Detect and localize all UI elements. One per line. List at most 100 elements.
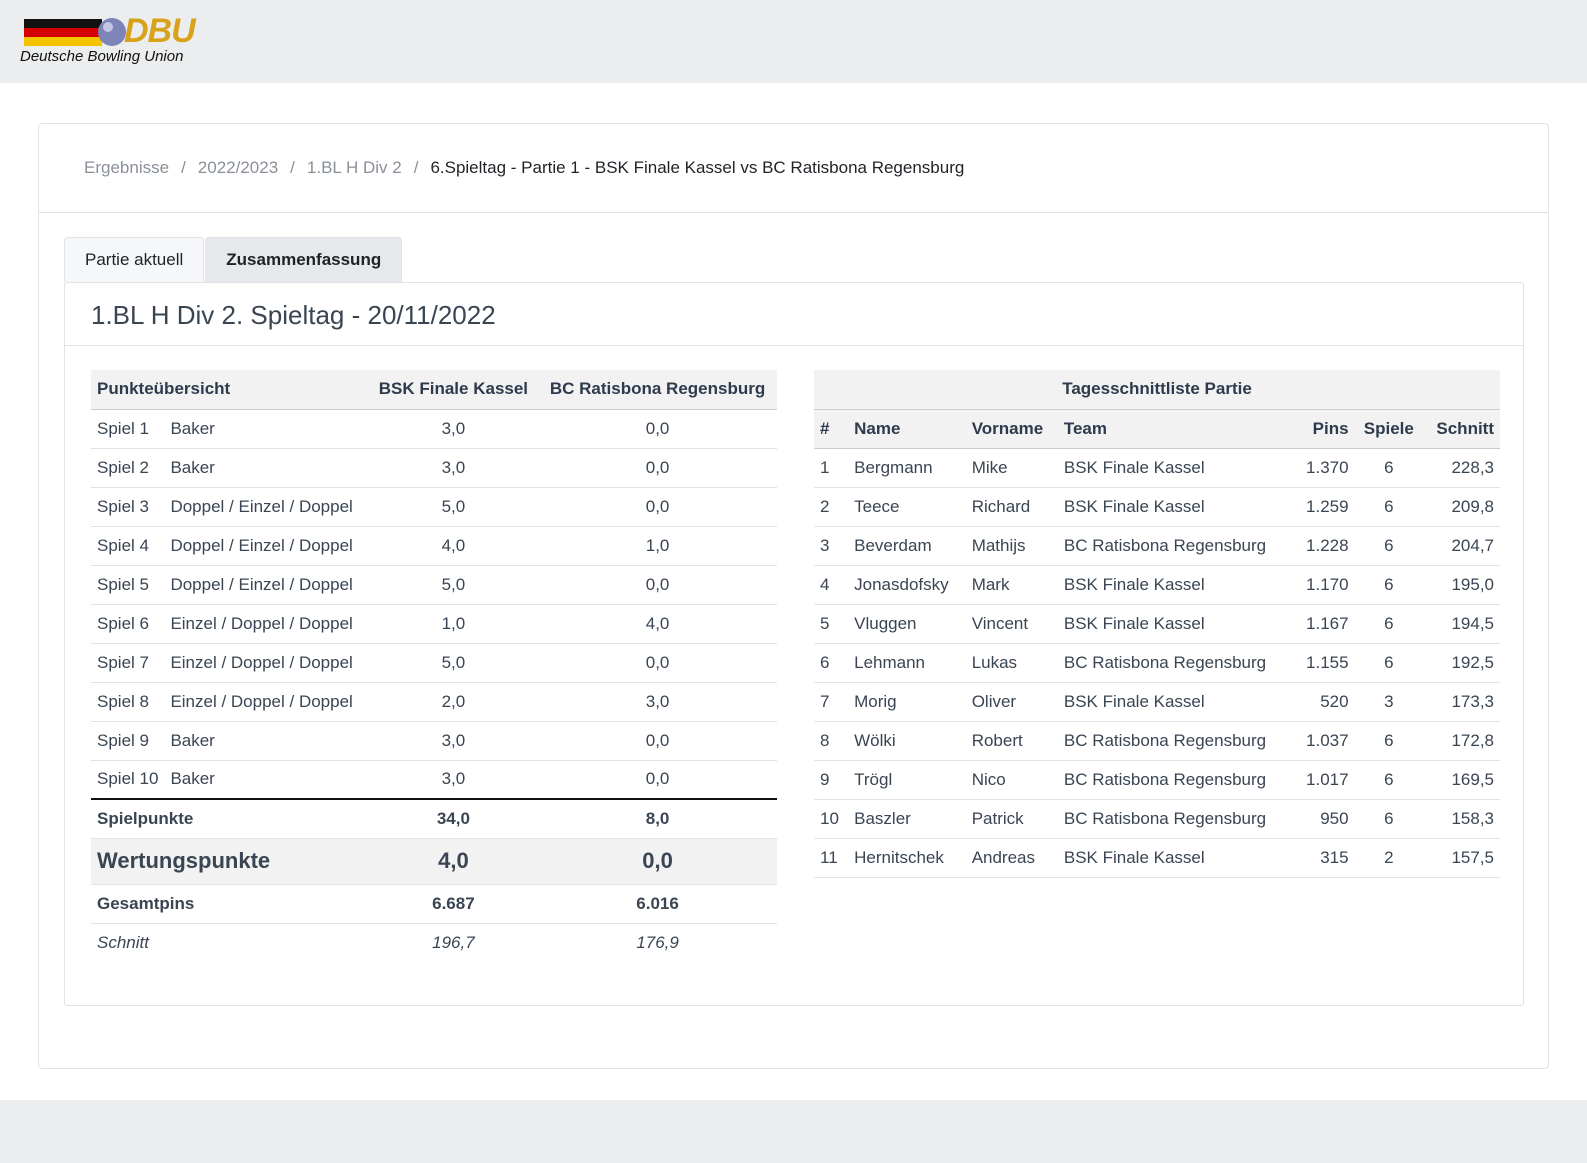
- player-row: 1 Bergmann Mike BSK Finale Kassel 1.370 6 228,…: [814, 448, 1500, 488]
- tab[interactable]: Partie aktuell: [64, 237, 205, 282]
- cell: 3,0: [538, 682, 777, 722]
- breadcrumb-item[interactable]: 2022/2023: [197, 158, 279, 177]
- cell: 5,0: [368, 643, 539, 683]
- cell: 3,0: [368, 760, 539, 800]
- logo-subtitle: Deutsche Bowling Union: [20, 48, 184, 65]
- column-header: BC Ratisbona Regensburg: [538, 370, 777, 410]
- column-header: Team: [1057, 409, 1295, 449]
- cell: 6: [1354, 526, 1424, 566]
- column-header: Schnitt: [1423, 409, 1500, 449]
- cell: 2: [1354, 838, 1424, 878]
- breadcrumb-item[interactable]: 1.BL H Div 2: [306, 158, 402, 177]
- cell: Baker: [164, 721, 369, 761]
- cell: Spiel 3: [91, 487, 165, 527]
- cell: 6: [1354, 721, 1424, 761]
- table-title: Tagesschnittliste Partie: [814, 370, 1500, 410]
- player-row: 11 Hernitschek Andreas BSK Finale Kassel 315…: [814, 838, 1500, 878]
- logo[interactable]: DBU Deutsche Bowling Union: [20, 12, 220, 70]
- cell: Schnitt: [97, 932, 149, 952]
- cell: 6: [1354, 604, 1424, 644]
- cell: Patrick: [965, 799, 1058, 839]
- cell: 7: [814, 682, 849, 722]
- cell: 6.687: [368, 884, 539, 924]
- cell: BC Ratisbona Regensburg: [1057, 526, 1295, 566]
- cell: 3,0: [368, 721, 539, 761]
- cell: 1.017: [1294, 760, 1355, 800]
- game-row: Spiel 5 Doppel / Einzel / Doppel 5,0 0,0: [91, 565, 777, 605]
- cell: Trögl: [848, 760, 966, 800]
- cell: 0,0: [538, 760, 777, 800]
- player-row: 2 Teece Richard BSK Finale Kassel 1.259 6 209,…: [814, 487, 1500, 527]
- game-row: Spiel 3 Doppel / Einzel / Doppel 5,0 0,0: [91, 487, 777, 527]
- cell: Einzel / Doppel / Doppel: [164, 604, 369, 644]
- cell: 6: [1354, 643, 1424, 683]
- cell: 1,0: [368, 604, 539, 644]
- cell: Wertungspunkte: [91, 838, 369, 885]
- cell: Spiel 1: [91, 409, 165, 449]
- cell: 172,8: [1423, 721, 1500, 761]
- game-row: Spiel 10 Baker 3,0 0,0: [91, 760, 777, 800]
- cell: Jonasdofsky: [848, 565, 966, 605]
- cell: BSK Finale Kassel: [1057, 487, 1295, 527]
- cell: 169,5: [1423, 760, 1500, 800]
- breadcrumb-separator: /: [290, 158, 295, 177]
- title-row: Tagesschnittliste Partie: [814, 370, 1500, 410]
- cell: Gesamtpins: [91, 884, 369, 924]
- cell: 4,0: [538, 604, 777, 644]
- cell: Mathijs: [965, 526, 1058, 566]
- cell: 950: [1294, 799, 1355, 839]
- cell: 0,0: [538, 643, 777, 683]
- cell: 11: [814, 838, 849, 878]
- cell: Teece: [848, 487, 966, 527]
- tabs: Partie aktuell Zusammenfassung: [64, 237, 403, 282]
- cell: Andreas: [965, 838, 1058, 878]
- breadcrumb: Ergebnisse / 2022/2023 / 1.BL H Div 2 / 6.Spie…: [39, 124, 1548, 213]
- cell: Baker: [164, 760, 369, 800]
- cell: Spiel 6: [91, 604, 165, 644]
- cell: 209,8: [1423, 487, 1500, 527]
- cell: 315: [1294, 838, 1355, 878]
- cell: 5,0: [368, 487, 539, 527]
- cell: 520: [1294, 682, 1355, 722]
- cell: BSK Finale Kassel: [1057, 682, 1295, 722]
- column-header: Spiele: [1354, 409, 1424, 449]
- column-header: BSK Finale Kassel: [368, 370, 539, 410]
- cell: BSK Finale Kassel: [1057, 604, 1295, 644]
- footer: [0, 1100, 1587, 1163]
- player-row: 4 Jonasdofsky Mark BSK Finale Kassel 1.170 6 1…: [814, 565, 1500, 605]
- cell: 1.170: [1294, 565, 1355, 605]
- cell: 5: [814, 604, 849, 644]
- header-row: # Name Vorname Team Pins Spiele Schnitt: [814, 409, 1500, 449]
- cell: 1.259: [1294, 487, 1355, 527]
- tab[interactable]: Zusammenfassung: [205, 237, 403, 282]
- breadcrumb-item: 6.Spieltag - Partie 1 - BSK Finale Kasse…: [430, 158, 965, 177]
- cell: Lukas: [965, 643, 1058, 683]
- cell: Morig: [848, 682, 966, 722]
- cell: 204,7: [1423, 526, 1500, 566]
- cell: 4,0: [368, 838, 539, 885]
- player-row: 5 Vluggen Vincent BSK Finale Kassel 1.167 6 19…: [814, 604, 1500, 644]
- top-bar: DBU Deutsche Bowling Union: [0, 0, 1587, 83]
- cell: 0,0: [538, 487, 777, 527]
- logo-text: DBU: [124, 12, 196, 50]
- cell: BC Ratisbona Regensburg: [1057, 643, 1295, 683]
- game-row: Spiel 1 Baker 3,0 0,0: [91, 409, 777, 449]
- cell: Wölki: [848, 721, 966, 761]
- cell: 1.370: [1294, 448, 1355, 488]
- cell: 4: [814, 565, 849, 605]
- player-row: 10 Baszler Patrick BC Ratisbona Regensburg 9…: [814, 799, 1500, 839]
- cell: Mark: [965, 565, 1058, 605]
- cell: 0,0: [538, 565, 777, 605]
- game-row: Spiel 4 Doppel / Einzel / Doppel 4,0 1,0: [91, 526, 777, 566]
- cell: BC Ratisbona Regensburg: [1057, 799, 1295, 839]
- breadcrumb-item[interactable]: Ergebnisse: [84, 158, 170, 177]
- cell: 0,0: [538, 448, 777, 488]
- cell: Baker: [164, 448, 369, 488]
- cell: Doppel / Einzel / Doppel: [164, 487, 369, 527]
- cell: BSK Finale Kassel: [1057, 448, 1295, 488]
- cell: Robert: [965, 721, 1058, 761]
- summary-row: Schnitt 196,7 176,9: [91, 923, 777, 962]
- cell: BC Ratisbona Regensburg: [1057, 721, 1295, 761]
